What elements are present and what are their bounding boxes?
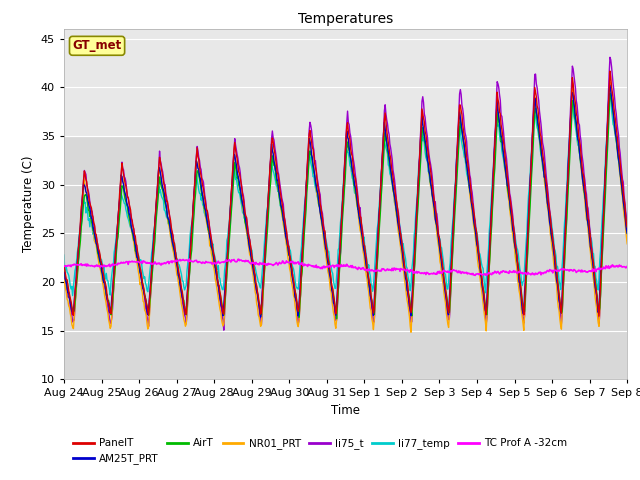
Title: Temperatures: Temperatures <box>298 12 393 26</box>
Bar <box>64 29 627 136</box>
Text: GT_met: GT_met <box>72 39 122 52</box>
Y-axis label: Temperature (C): Temperature (C) <box>22 156 35 252</box>
Legend: PanelT, AM25T_PRT, AirT, NR01_PRT, li75_t, li77_temp, TC Prof A -32cm: PanelT, AM25T_PRT, AirT, NR01_PRT, li75_… <box>69 434 572 468</box>
X-axis label: Time: Time <box>331 404 360 417</box>
